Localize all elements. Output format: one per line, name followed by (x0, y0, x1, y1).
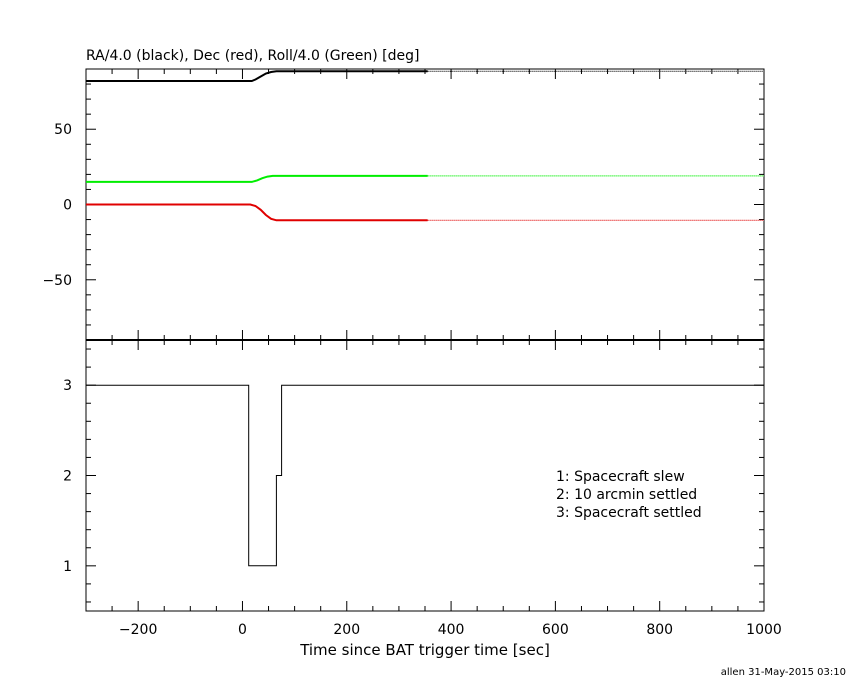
series-2-line (86, 174, 428, 183)
x-tick-label: 1000 (746, 622, 782, 638)
x-tick-label: 200 (333, 622, 360, 638)
y-tick-label: 0 (63, 198, 72, 214)
legend-10arcmin: 2: 10 arcmin settled (556, 487, 697, 503)
legend-settled: 3: Spacecraft settled (556, 505, 702, 521)
y-tick-label: 3 (63, 378, 72, 394)
bottom-panel-y-tick-labels: 1 2 3 (63, 378, 72, 575)
y-tick-label: 1 (63, 559, 72, 575)
status-line (86, 384, 764, 567)
series-1-line (86, 203, 428, 222)
top-panel-title: RA/4.0 (black), Dec (red), Roll/4.0 (Gre… (86, 48, 419, 64)
bottom-panel-series (86, 384, 764, 567)
footer-credit: allen 31-May-2015 03:10 (721, 667, 846, 678)
series-0-line (86, 70, 428, 82)
x-tick-label: 600 (542, 622, 569, 638)
y-tick-label: 2 (63, 469, 72, 485)
x-tick-label: 400 (438, 622, 465, 638)
bottom-panel-ticks (85, 340, 765, 611)
top-panel-ticks (85, 69, 765, 340)
top-panel-series (86, 70, 764, 222)
legend-slew: 1: Spacecraft slew (556, 469, 685, 485)
y-tick-label: 50 (54, 122, 72, 138)
x-tick-labels: −200 0 200 400 600 800 1000 (119, 622, 782, 638)
y-tick-label: −50 (42, 273, 72, 289)
top-panel-y-tick-labels: −50 0 50 (42, 122, 72, 289)
x-tick-label: −200 (119, 622, 157, 638)
x-tick-label: 800 (646, 622, 673, 638)
x-axis-label: Time since BAT trigger time [sec] (299, 641, 550, 659)
x-tick-label: 0 (238, 622, 247, 638)
